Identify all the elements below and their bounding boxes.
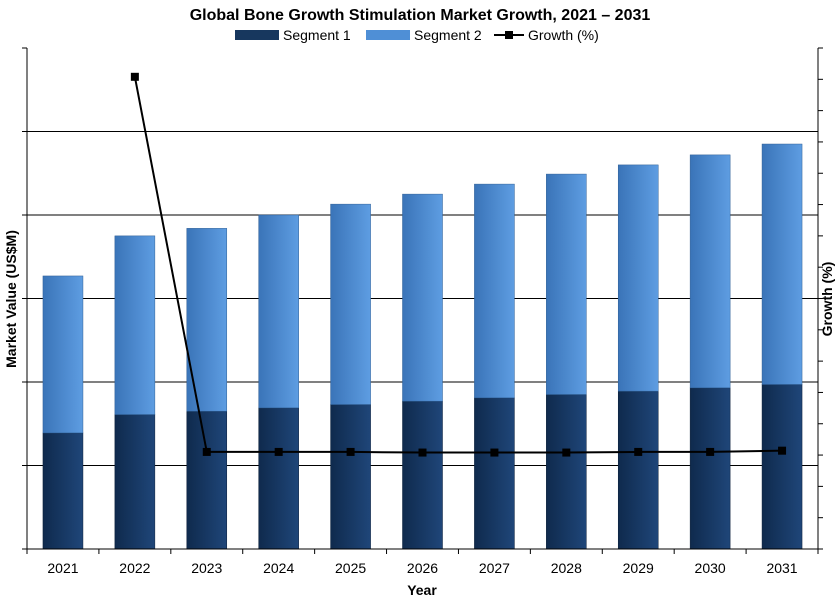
bar-segment-2 bbox=[617, 164, 659, 392]
bar-segment-1 bbox=[689, 387, 731, 550]
bar-segment-1 bbox=[546, 394, 587, 550]
x-tick-labels: 2021 2022 2023 2024 2025 2026 2027 2028 2029 2030… bbox=[47, 560, 797, 576]
bar-segment-2 bbox=[258, 214, 299, 409]
legend-label-segment-2: Segment 2 bbox=[414, 27, 482, 43]
axes bbox=[22, 47, 823, 554]
bar-segment-1 bbox=[186, 410, 228, 550]
bar-segment-2 bbox=[761, 143, 803, 385]
legend: Segment 1 Segment 2 Growth (%) bbox=[235, 27, 599, 43]
bar-segment-1 bbox=[474, 397, 515, 550]
legend-swatch-segment-1 bbox=[235, 30, 279, 40]
growth-point bbox=[130, 72, 139, 81]
bar-segment-1 bbox=[617, 390, 659, 550]
bar-segment-2 bbox=[546, 173, 587, 395]
x-axis-title: Year bbox=[407, 582, 437, 598]
x-tick-label: 2022 bbox=[119, 560, 150, 576]
legend-marker-growth bbox=[505, 31, 513, 39]
bars bbox=[42, 143, 803, 550]
growth-point bbox=[634, 447, 643, 456]
bar-segment-1 bbox=[330, 404, 371, 550]
growth-point bbox=[274, 447, 283, 456]
growth-series-line bbox=[133, 76, 783, 454]
growth-point bbox=[418, 448, 427, 457]
growth-point bbox=[778, 446, 787, 455]
x-tick-label: 2024 bbox=[263, 560, 294, 576]
x-tick-label: 2021 bbox=[47, 560, 78, 576]
bar-segment-2 bbox=[689, 154, 731, 389]
bar-segment-2 bbox=[42, 275, 84, 434]
bar-segment-1 bbox=[258, 407, 299, 550]
bar-segment-1 bbox=[761, 384, 803, 550]
x-tick-label: 2029 bbox=[623, 560, 654, 576]
y2-axis-title: Growth (%) bbox=[819, 262, 835, 337]
x-tick-label: 2028 bbox=[551, 560, 582, 576]
bar-segment-1 bbox=[402, 400, 443, 550]
bar-segment-2 bbox=[474, 183, 515, 399]
x-tick-label: 2026 bbox=[407, 560, 438, 576]
x-tick-label: 2027 bbox=[479, 560, 510, 576]
x-tick-label: 2025 bbox=[335, 560, 366, 576]
legend-swatch-segment-2 bbox=[366, 30, 410, 40]
growth-line bbox=[130, 72, 787, 457]
bar-segment-2 bbox=[114, 235, 156, 415]
y-axis-title: Market Value (US$M) bbox=[3, 230, 19, 368]
growth-point bbox=[346, 447, 355, 456]
legend-label-growth: Growth (%) bbox=[528, 27, 599, 43]
chart-title: Global Bone Growth Stimulation Market Gr… bbox=[190, 7, 651, 24]
growth-point bbox=[706, 447, 715, 456]
bar-segment-2 bbox=[402, 193, 443, 402]
bar-segment-1 bbox=[42, 432, 84, 550]
legend-label-segment-1: Segment 1 bbox=[283, 27, 351, 43]
x-tick-label: 2023 bbox=[191, 560, 222, 576]
bar-segment-2 bbox=[330, 203, 371, 405]
growth-point bbox=[490, 448, 499, 457]
growth-point bbox=[202, 447, 211, 456]
bar-segment-1 bbox=[114, 414, 156, 550]
growth-point bbox=[562, 448, 571, 457]
x-tick-label: 2031 bbox=[766, 560, 797, 576]
x-tick-label: 2030 bbox=[695, 560, 726, 576]
